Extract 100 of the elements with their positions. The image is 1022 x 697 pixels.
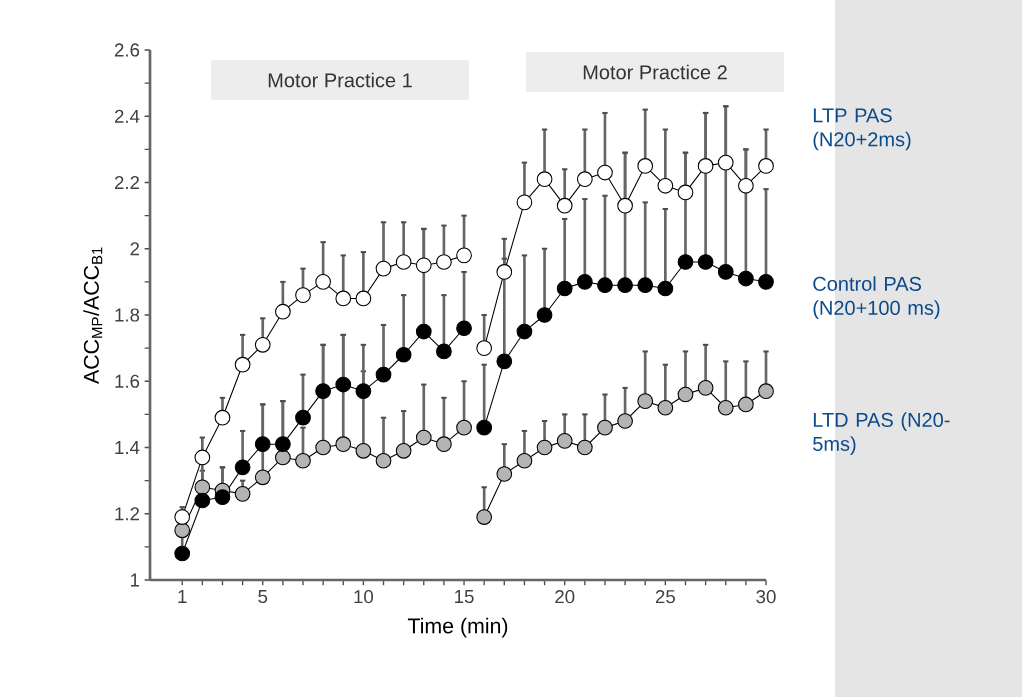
point [274,449,291,466]
point [436,436,452,453]
y-tick-label: 2.4 [114,109,140,123]
point [576,439,593,456]
text: Control PAS (N20+100 ms) [813,276,940,319]
point [174,545,191,562]
point [717,154,734,171]
point [556,433,573,449]
point [657,177,674,194]
point [496,353,513,370]
point [194,449,211,466]
point [536,439,553,456]
point [758,383,774,400]
point [717,399,734,416]
point [738,270,754,287]
point [597,277,613,294]
point [234,486,251,502]
point [697,254,714,270]
point [617,413,633,429]
point [516,323,533,340]
point [576,171,593,188]
point [436,343,452,360]
y-axis-title: ACC$_{MP}$/ACC$_{B1}$ [83,247,103,384]
point [214,409,231,426]
point [355,442,372,459]
point [637,158,654,174]
point [496,466,513,482]
y-tick-label: 1.2 [115,507,140,521]
point [556,280,573,297]
x-tick-label: 20 [555,590,575,604]
point [335,290,352,307]
point [295,287,311,303]
point [274,303,291,320]
point [536,171,553,188]
point [456,320,472,337]
x-tick-label: 15 [455,590,474,604]
x-axis-title: Time (min) [407,617,508,638]
point [395,254,412,270]
point [738,396,754,413]
point [254,469,271,486]
point [194,492,211,509]
point [254,436,271,453]
point [436,254,452,270]
point [415,429,432,446]
x-tick-label: 25 [655,590,675,604]
point [174,522,191,539]
y-tick-label: 1.6 [115,374,140,388]
point [476,419,493,436]
x-tick-label: 10 [354,590,374,604]
point [738,177,754,194]
point [315,274,331,290]
y-tick-label: 1.8 [115,308,140,322]
x-tick-label: 1 [178,590,187,603]
point [395,442,412,459]
point [516,194,533,211]
annotation: Motor Practice 1 [268,72,412,88]
point [375,452,392,469]
text: LTP PAS (N20+2ms) [813,108,911,151]
point [335,436,352,453]
point [556,197,573,214]
point [597,164,613,181]
point [476,340,493,356]
point [375,366,392,383]
point [234,356,251,373]
point [697,380,714,396]
point [697,158,714,174]
point [657,280,674,297]
point [395,346,412,363]
y-tick-label: 2.2 [114,175,140,190]
point [194,479,211,496]
y-tick-label: 1 [131,573,140,587]
point [375,260,392,277]
point [174,509,191,525]
point [536,307,553,323]
y-tick-label: 1.4 [115,441,140,454]
point [476,509,493,525]
point [234,459,251,476]
point [758,158,774,174]
point [415,323,432,340]
point [315,383,331,400]
text: LTD PAS (N20-5ms) [813,412,950,455]
point [516,452,533,469]
point [677,254,694,270]
point [415,257,432,274]
y-tick-label: 2.6 [114,43,140,57]
point [597,419,613,436]
point [576,274,593,290]
point [677,386,694,403]
point [456,419,472,436]
point [657,399,674,416]
point [274,436,291,453]
point [335,376,352,393]
point [758,274,774,290]
x-tick-label: 5 [258,590,268,604]
point [637,393,654,409]
point [295,409,311,426]
point [355,290,372,307]
x-tick-label: 30 [756,590,776,604]
point [295,452,311,469]
point [496,264,513,280]
